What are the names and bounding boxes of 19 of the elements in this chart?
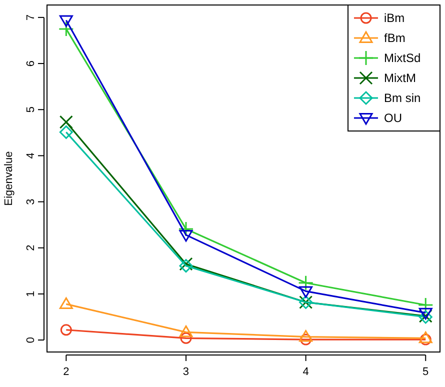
legend-label: Bm sin xyxy=(384,91,421,105)
legend-label: MixtM xyxy=(384,71,416,85)
legend-label: MixtSd xyxy=(384,51,421,65)
x-tick-label: 3 xyxy=(182,366,190,378)
y-tick-label: 6 xyxy=(25,60,37,67)
x-tick-label: 5 xyxy=(422,366,429,378)
legend-label: OU xyxy=(384,111,402,125)
legend-label: iBm xyxy=(384,11,405,25)
y-tick-label: 2 xyxy=(25,244,37,251)
x-tick-label: 4 xyxy=(302,366,309,378)
y-tick-label: 0 xyxy=(25,336,37,344)
x-tick-label: 2 xyxy=(63,366,70,378)
y-tick-label: 1 xyxy=(25,290,37,297)
y-tick-label: 3 xyxy=(25,198,37,205)
legend-label: fBm xyxy=(384,31,406,45)
y-tick-label: 5 xyxy=(25,106,37,113)
y-tick-label: 4 xyxy=(25,152,37,159)
y-axis-title: Eigenvalue xyxy=(3,151,15,206)
y-tick-label: 7 xyxy=(25,14,37,21)
